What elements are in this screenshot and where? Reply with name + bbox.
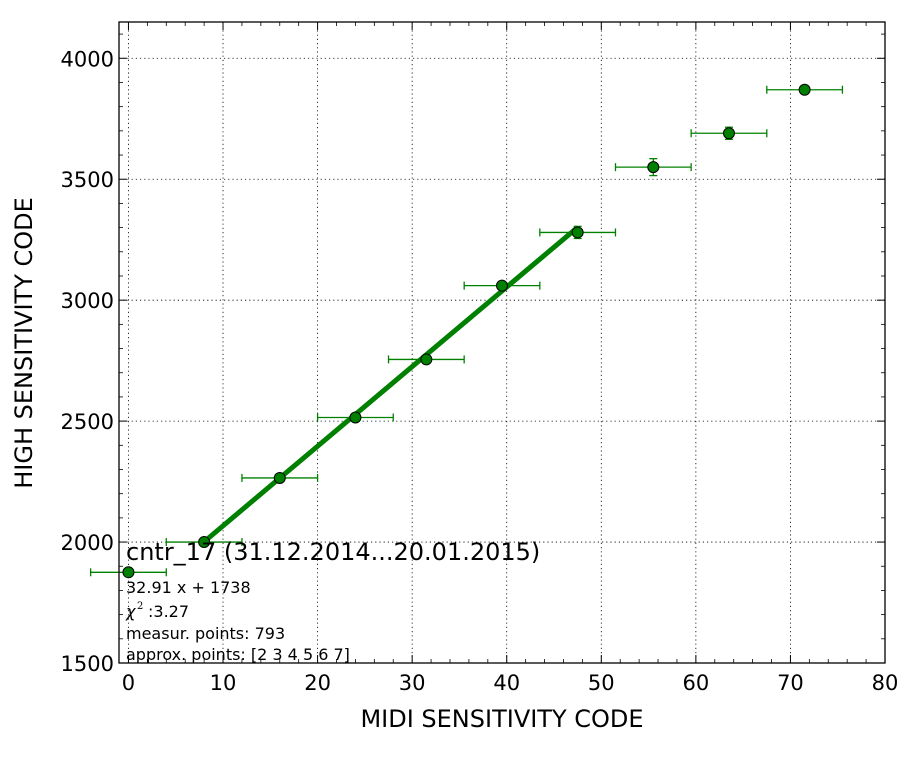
chi2-value: :3.27: [148, 602, 189, 621]
data-point: [349, 411, 362, 424]
y-tick-label: 1500: [61, 652, 114, 676]
x-tick-label: 50: [588, 671, 615, 695]
y-tick-label: 3500: [61, 168, 114, 192]
data-point: [722, 127, 735, 140]
data-point: [571, 226, 584, 239]
grid: [119, 22, 885, 663]
fit-line-group: [202, 225, 580, 544]
data-point: [198, 536, 211, 549]
chi2-symbol: χ: [125, 602, 136, 621]
data-point: [273, 471, 286, 484]
x-tick-label: 40: [493, 671, 520, 695]
tick-labels: 0 10 20 30 40 50 60 70 80 1500 2000 2500 3000 3500 400…: [61, 47, 899, 695]
measurement-points: measur. points: 793: [126, 624, 285, 643]
data-point: [122, 566, 135, 579]
x-tick-label: 10: [210, 671, 237, 695]
fit-equation: 32.91 x + 1738: [126, 578, 251, 597]
y-tick-label: 3000: [61, 289, 114, 313]
plot-frame: [118, 21, 886, 664]
chi2-superscript: 2: [137, 601, 143, 612]
x-tick-label: 80: [872, 671, 899, 695]
data-point: [496, 279, 508, 292]
x-axis-label: MIDI SENSITIVITY CODE: [360, 705, 643, 733]
y-tick-label: 2500: [61, 410, 114, 434]
fit-line: [202, 225, 580, 544]
data-point: [647, 161, 660, 174]
chart-title: cntr_17 (31.12.2014...20.01.2015): [126, 538, 540, 566]
y-axis-label: HIGH SENSITIVITY CODE: [10, 197, 38, 489]
x-tick-label: 60: [682, 671, 709, 695]
x-tick-label: 30: [399, 671, 426, 695]
approximation-points: approx. points: [2 3 4 5 6 7]: [126, 645, 350, 664]
data-point: [420, 353, 433, 366]
data-point: [798, 83, 811, 96]
error-bars: [89, 85, 844, 577]
axis-ticks: [119, 22, 886, 664]
data-points: [122, 83, 811, 579]
x-tick-label: 0: [122, 671, 135, 695]
y-tick-label: 4000: [61, 47, 114, 71]
x-tick-label: 20: [304, 671, 331, 695]
x-tick-label: 70: [777, 671, 804, 695]
y-tick-label: 2000: [61, 531, 114, 555]
